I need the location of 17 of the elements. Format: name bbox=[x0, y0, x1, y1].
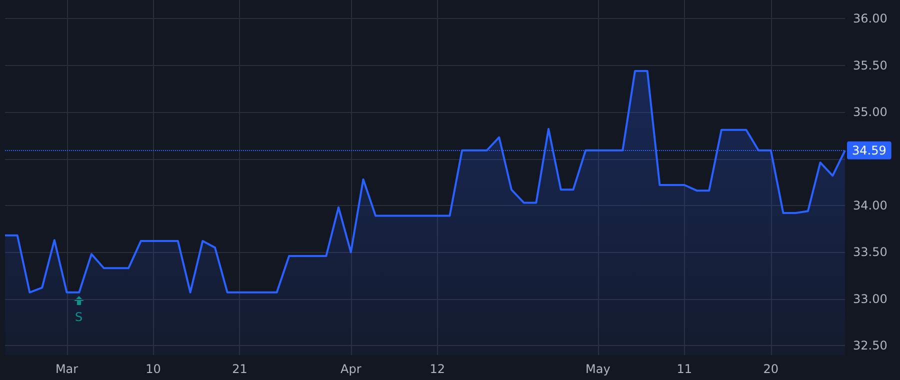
ref-line-label: 34.59 bbox=[852, 143, 886, 158]
x-tick-label: Mar bbox=[55, 362, 78, 376]
x-tick-label: 11 bbox=[676, 362, 692, 376]
x-tick-label: 12 bbox=[430, 362, 445, 376]
x-tick-label: 10 bbox=[146, 362, 161, 376]
y-tick-label: 36.00 bbox=[853, 12, 888, 26]
y-tick-label: 35.50 bbox=[853, 58, 888, 72]
x-tick-label: May bbox=[586, 362, 610, 376]
y-tick-label: 33.50 bbox=[853, 245, 888, 260]
y-tick-label: 34.00 bbox=[853, 198, 888, 213]
y-tick-label: 33.00 bbox=[853, 292, 888, 306]
y-tick-label: 35.00 bbox=[853, 105, 888, 120]
x-tick-label: Apr bbox=[340, 362, 362, 376]
annotation: S bbox=[75, 310, 83, 324]
y-tick-label: 32.50 bbox=[853, 338, 888, 353]
x-tick-label: 20 bbox=[763, 362, 779, 376]
x-tick-label: 21 bbox=[232, 362, 248, 376]
